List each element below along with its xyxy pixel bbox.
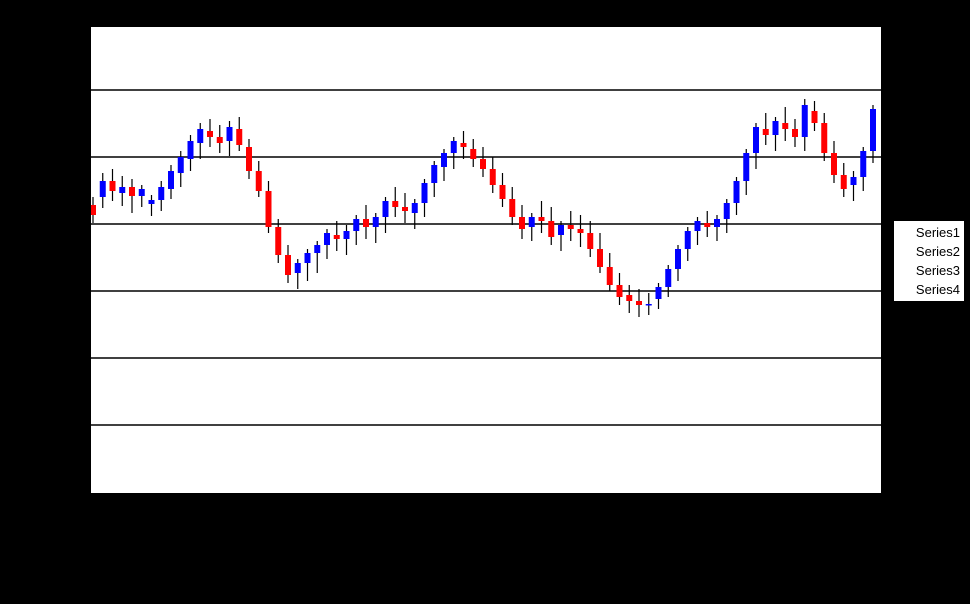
candle-body: [528, 217, 535, 227]
candle-body: [275, 227, 282, 255]
candle-body: [353, 219, 360, 231]
candle-body: [470, 149, 477, 159]
candle-body: [782, 123, 789, 129]
candle-body: [675, 249, 681, 269]
candles: [91, 99, 876, 317]
candle-body: [597, 249, 603, 267]
candle-body: [753, 127, 759, 153]
candle-body: [333, 235, 340, 239]
candle-body: [645, 304, 652, 306]
candle-body: [870, 109, 876, 151]
candle-body: [450, 141, 457, 153]
candle-body: [168, 171, 174, 189]
candle-body: [226, 127, 233, 141]
candle-body: [577, 229, 584, 233]
candle-body: [558, 225, 564, 235]
candle-body: [294, 263, 301, 273]
candle-body: [489, 169, 496, 185]
legend-entry-1: Series2: [915, 244, 960, 259]
candle-body: [431, 165, 438, 183]
candle-body: [636, 301, 642, 305]
candle-body: [840, 175, 847, 189]
candle-body: [265, 191, 272, 227]
candle-body: [177, 157, 184, 173]
candle-body: [314, 245, 321, 253]
candle-body: [567, 225, 574, 229]
candle-body: [811, 111, 818, 123]
candle-body: [441, 153, 447, 167]
candle-body: [304, 253, 311, 263]
candle-body: [831, 153, 837, 175]
candle-body: [587, 233, 594, 249]
candlestick-plot: [91, 89, 881, 426]
candle-body: [792, 129, 798, 137]
candle-body: [509, 199, 516, 217]
candle-body: [246, 147, 252, 171]
candle-body: [129, 187, 135, 196]
candle-body: [138, 189, 145, 196]
candle-body: [363, 219, 369, 227]
legend-entry-3: Series4: [915, 282, 960, 297]
candle-body: [548, 221, 555, 237]
candle-body: [109, 181, 116, 191]
candle-body: [148, 200, 155, 204]
candle-body: [694, 221, 701, 231]
x-axis-ticks: [146, 493, 844, 500]
legend[interactable]: Series1 Series2 Series3 Series4: [893, 220, 965, 302]
candle-body: [99, 181, 106, 197]
candle-body: [519, 217, 525, 229]
candle-body: [655, 287, 662, 299]
legend-entry-0: Series1: [915, 225, 960, 240]
candle-body: [421, 183, 428, 203]
candle-body: [91, 205, 96, 215]
candle-body: [762, 129, 769, 135]
candle-body: [860, 151, 867, 177]
candle-body: [285, 255, 291, 275]
candle-body: [684, 231, 691, 249]
candle-body: [616, 285, 623, 297]
gridlines: [91, 89, 881, 426]
candle-body: [821, 123, 828, 153]
candle-body: [733, 181, 740, 203]
candle-body: [411, 203, 418, 213]
candle-body: [158, 187, 165, 200]
candle-body: [480, 159, 486, 169]
candle-body: [665, 269, 672, 287]
candle-body: [850, 177, 857, 185]
candle-body: [402, 207, 408, 211]
candle-body: [372, 217, 379, 227]
candle-body: [723, 203, 730, 219]
candle-body: [772, 121, 779, 135]
candle-body: [538, 217, 545, 221]
candle-body: [382, 201, 389, 217]
candle-body: [197, 129, 204, 143]
candle-body: [343, 231, 350, 239]
candle-body: [207, 131, 213, 137]
candle-body: [236, 129, 243, 145]
candle-body: [626, 295, 633, 301]
candle-body: [216, 137, 223, 143]
plot-area: [90, 26, 882, 494]
candle-body: [606, 267, 613, 285]
candle-body: [714, 219, 720, 227]
candle-body: [324, 233, 330, 245]
candle-body: [392, 201, 399, 207]
candle-body: [801, 105, 808, 137]
candle-body: [187, 141, 194, 159]
candle-body: [119, 187, 126, 193]
candle-body: [460, 143, 467, 147]
candle-body: [704, 223, 711, 227]
candle-body: [743, 153, 750, 181]
legend-entry-2: Series3: [915, 263, 960, 278]
candle-body: [499, 185, 506, 199]
candle-body: [255, 171, 262, 191]
